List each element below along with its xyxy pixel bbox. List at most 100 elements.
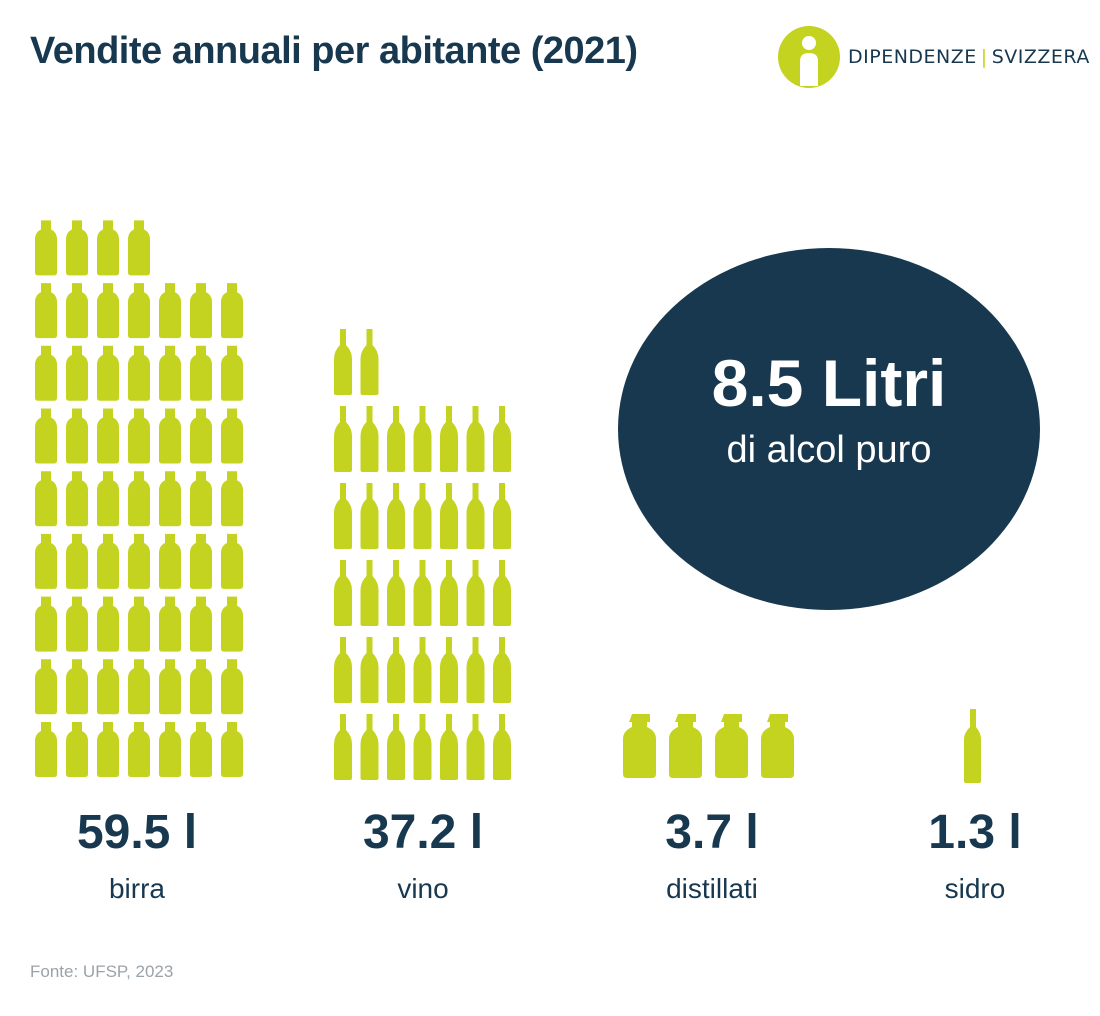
total-alcohol-label: di alcol puro — [726, 429, 932, 471]
total-alcohol-value: 8.5 Litri — [711, 346, 947, 420]
beer-bottle-icon — [35, 408, 57, 464]
beer-bottle-icon — [66, 345, 88, 401]
beer-bottle-icon — [221, 345, 243, 401]
beer-bottle-icon — [128, 596, 150, 652]
beer-bottle-icon — [66, 220, 88, 276]
category-label-vino: vino — [397, 873, 449, 904]
wine-bottle-icon — [466, 714, 485, 780]
beer-bottle-icon — [128, 283, 150, 339]
wine-bottle-icon — [466, 406, 485, 472]
beer-bottle-icon — [159, 408, 181, 464]
wine-bottle-icon — [360, 483, 379, 549]
beer-bottle-icon — [35, 220, 57, 276]
beer-bottle-icon — [66, 533, 88, 589]
logo-text-part2: SVIZZERA — [991, 46, 1090, 68]
beer-bottle-icon — [66, 596, 88, 652]
beer-bottle-icon — [159, 283, 181, 339]
beer-bottle-icon — [35, 533, 57, 589]
wine-bottle-icon — [387, 714, 405, 780]
beer-bottle-icon — [35, 596, 57, 652]
category-label-distillati: distillati — [666, 873, 758, 904]
beer-bottle-icon — [159, 659, 181, 715]
wine-bottle-icon — [413, 483, 432, 549]
beer-bottle-icon — [159, 471, 181, 527]
wine-bottle-icon — [440, 637, 458, 703]
logo-separator: | — [980, 46, 988, 68]
chart-title: Vendite annuali per abitante (2021) — [30, 30, 638, 72]
wine-bottle-icon — [334, 483, 352, 549]
beer-bottle-icon — [66, 659, 88, 715]
wine-bottle-icon — [493, 637, 511, 703]
beer-bottle-icon — [97, 345, 119, 401]
beer-bottle-icon — [128, 722, 150, 777]
wine-bottle-icon — [493, 483, 511, 549]
beer-bottle-icon — [66, 283, 88, 339]
beer-bottle-icon — [128, 220, 150, 276]
wine-bottle-icon — [334, 714, 352, 780]
wine-bottle-icon — [360, 329, 379, 395]
beer-bottle-icon — [97, 722, 119, 777]
beer-bottle-icon — [128, 408, 150, 464]
beer-bottle-icon — [128, 533, 150, 589]
value-label-birra: 59.5 l — [76, 806, 198, 859]
logo-text: DIPENDENZE | SVIZZERA — [848, 46, 1090, 68]
wine-bottle-icon — [387, 406, 405, 472]
bar-vino — [334, 329, 511, 780]
beer-bottle-icon — [221, 722, 243, 777]
wine-bottle-icon — [466, 637, 485, 703]
wine-bottle-icon — [413, 637, 432, 703]
beer-bottle-icon — [35, 722, 57, 777]
wine-bottle-icon — [413, 560, 432, 626]
beer-bottle-icon — [35, 471, 57, 527]
wine-bottle-icon — [493, 714, 511, 780]
wine-bottle-icon — [360, 714, 379, 780]
logo-mark-icon — [778, 26, 840, 88]
highlight-circle — [618, 248, 1040, 610]
beer-bottle-icon — [221, 408, 243, 464]
beer-bottle-icon — [159, 722, 181, 777]
value-label-sidro: 1.3 l — [928, 806, 1022, 859]
wine-bottle-icon — [413, 406, 432, 472]
wine-bottle-icon — [360, 406, 379, 472]
wine-bottle-icon — [440, 483, 458, 549]
bar-distillati — [623, 714, 794, 778]
beer-bottle-icon — [97, 659, 119, 715]
total-alcohol-highlight: 8.5 Litri di alcol puro — [617, 247, 1041, 611]
beer-bottle-icon — [190, 596, 212, 652]
beer-bottle-icon — [190, 283, 212, 339]
beer-bottle-icon — [97, 596, 119, 652]
wine-bottle-icon — [334, 560, 352, 626]
beer-bottle-icon — [66, 408, 88, 464]
wine-bottle-icon — [440, 406, 458, 472]
wine-bottle-icon — [413, 714, 432, 780]
beer-bottle-icon — [159, 533, 181, 589]
spirits-bottle-icon — [715, 714, 748, 778]
wine-bottle-icon — [334, 406, 352, 472]
category-label-sidro: sidro — [944, 873, 1006, 904]
beer-bottle-icon — [35, 659, 57, 715]
cider-bottle-icon — [964, 709, 981, 783]
beer-bottle-icon — [221, 283, 243, 339]
value-label-vino: 37.2 l — [362, 806, 484, 859]
beer-bottle-icon — [128, 659, 150, 715]
beer-bottle-icon — [97, 283, 119, 339]
beer-bottle-icon — [97, 408, 119, 464]
wine-bottle-icon — [334, 637, 352, 703]
beer-bottle-icon — [128, 471, 150, 527]
wine-bottle-icon — [387, 637, 405, 703]
beer-bottle-icon — [35, 283, 57, 339]
beer-bottle-icon — [221, 596, 243, 652]
wine-bottle-icon — [466, 483, 485, 549]
beer-bottle-icon — [128, 345, 150, 401]
logo-text-part1: DIPENDENZE — [848, 46, 977, 68]
beer-bottle-icon — [97, 220, 119, 276]
beer-bottle-icon — [159, 345, 181, 401]
wine-bottle-icon — [493, 406, 511, 472]
beer-bottle-icon — [190, 471, 212, 527]
spirits-bottle-icon — [623, 714, 656, 778]
wine-bottle-icon — [360, 637, 379, 703]
beer-bottle-icon — [190, 345, 212, 401]
beer-bottle-icon — [35, 345, 57, 401]
source-note: Fonte: UFSP, 2023 — [30, 962, 174, 981]
